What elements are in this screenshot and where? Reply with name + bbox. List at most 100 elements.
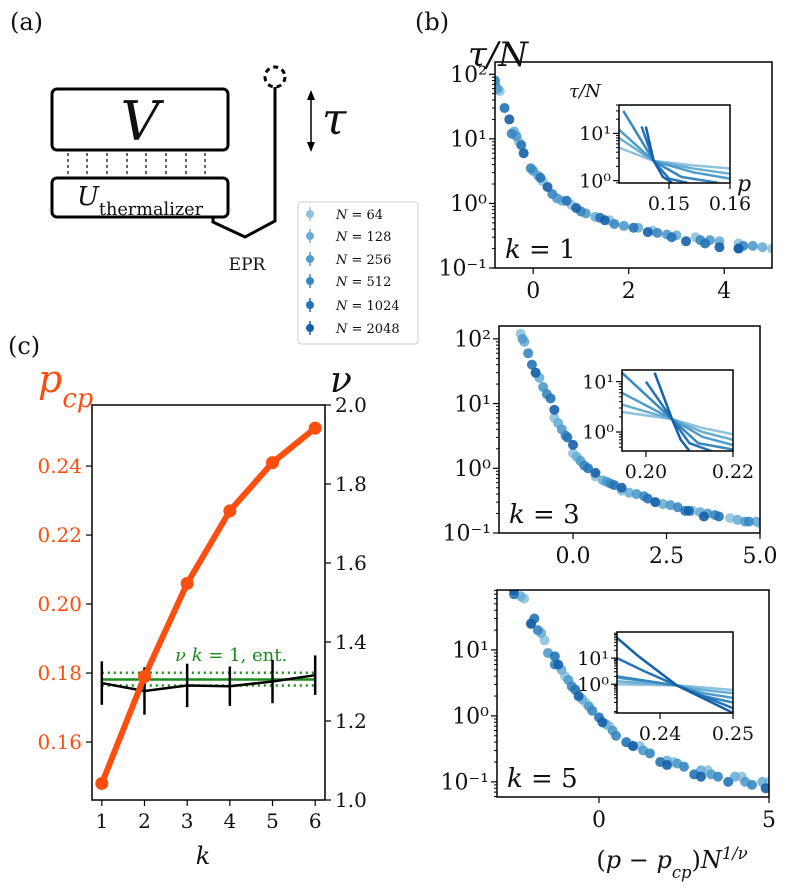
data-point bbox=[609, 219, 620, 230]
data-point bbox=[506, 128, 517, 139]
series-line bbox=[622, 391, 733, 447]
data-point bbox=[553, 659, 564, 670]
data-point bbox=[642, 227, 653, 238]
x-tick-label: 0.24 bbox=[639, 723, 681, 745]
text-part: cp bbox=[62, 384, 93, 414]
legend-item: N = 1024 bbox=[306, 298, 400, 314]
left-y-tick-label: 0.24 bbox=[37, 454, 82, 478]
text-part: cp bbox=[672, 863, 692, 882]
data-point bbox=[767, 243, 772, 254]
data-point bbox=[743, 516, 754, 527]
data-point bbox=[523, 348, 534, 359]
data-point bbox=[624, 487, 635, 498]
legend-marker bbox=[306, 277, 314, 285]
text-part: k bbox=[507, 764, 523, 794]
y-tick-label: 10² bbox=[450, 63, 487, 88]
y-tick-label: 10² bbox=[454, 328, 491, 353]
right-y-tick-label: 1.4 bbox=[335, 630, 367, 654]
right-y-tick-label: 1.2 bbox=[335, 709, 367, 733]
legend-marker bbox=[306, 232, 314, 240]
text-part: − bbox=[621, 846, 656, 874]
x-tick-label: 1 bbox=[95, 809, 108, 833]
y-tick-label: 10¹ bbox=[579, 123, 611, 145]
data-point bbox=[509, 590, 519, 596]
inset-y-axis-label: τ/N bbox=[569, 81, 602, 102]
text-part: N bbox=[335, 322, 348, 337]
data-point bbox=[518, 148, 529, 159]
legend-item: N = 128 bbox=[306, 229, 391, 245]
series-group bbox=[495, 75, 772, 254]
y-tick-label: 10¹ bbox=[582, 371, 614, 393]
data-point bbox=[611, 730, 621, 741]
data-point bbox=[672, 502, 683, 513]
data-point bbox=[561, 195, 572, 206]
reference-label: ν k = 1, ent. bbox=[175, 645, 287, 666]
text-part: k bbox=[509, 500, 525, 530]
legend-label: N = 512 bbox=[335, 275, 391, 290]
left-y-tick-label: 0.18 bbox=[37, 661, 82, 685]
series-line bbox=[644, 380, 712, 451]
left-axis-label: pcp bbox=[38, 357, 93, 414]
x-tick-label: 0 bbox=[592, 808, 606, 833]
data-point bbox=[730, 771, 740, 782]
series-line bbox=[622, 410, 733, 436]
plot-frame bbox=[496, 589, 770, 798]
inset-x-axis-label: p bbox=[737, 172, 751, 197]
text-part: thermalizer bbox=[99, 200, 204, 220]
data-point bbox=[628, 740, 638, 751]
inset-plot: 10¹ 10⁰ 0.20 0.22 bbox=[582, 369, 754, 483]
data-point bbox=[657, 499, 668, 510]
x-tick-label: 2.5 bbox=[649, 544, 684, 569]
data-point bbox=[549, 651, 560, 662]
x-tick-label: 4 bbox=[223, 809, 236, 833]
series-line bbox=[619, 136, 730, 175]
data-point bbox=[571, 202, 582, 213]
legend-label: N = 1024 bbox=[335, 299, 400, 314]
x-tick-label: 0.0 bbox=[556, 544, 591, 569]
k-annotation: k = 3 bbox=[509, 500, 580, 530]
data-point bbox=[597, 717, 608, 728]
data-point bbox=[700, 238, 711, 249]
legend-box bbox=[297, 201, 419, 345]
pcp-point bbox=[137, 669, 151, 683]
pcp-point bbox=[308, 421, 322, 435]
text-part: N bbox=[335, 230, 348, 245]
data-point bbox=[696, 771, 706, 782]
right-y-tick-label: 1.8 bbox=[335, 472, 367, 496]
legend-label: N = 128 bbox=[335, 230, 391, 245]
plot-frame bbox=[91, 404, 326, 801]
legend-marker bbox=[306, 255, 314, 263]
x-axis-label: k bbox=[196, 842, 211, 870]
series-group bbox=[619, 110, 730, 183]
x-tick-label: 5 bbox=[266, 809, 279, 833]
panel-label-a: (a) bbox=[10, 8, 43, 36]
data-point bbox=[618, 220, 629, 231]
text-part: p bbox=[606, 846, 621, 874]
data-point bbox=[747, 779, 757, 790]
data-point bbox=[683, 505, 694, 516]
data-point bbox=[628, 222, 639, 233]
series-line bbox=[622, 110, 719, 183]
x-tick-label: 0 bbox=[526, 279, 540, 304]
k-annotation: k = 1 bbox=[505, 235, 576, 265]
data-point bbox=[642, 493, 653, 504]
text-part: = 5 bbox=[523, 764, 578, 794]
v-box bbox=[50, 87, 230, 152]
data-point bbox=[751, 516, 760, 527]
nu-line bbox=[101, 673, 316, 693]
panel-label-b: (b) bbox=[415, 8, 449, 36]
data-point bbox=[698, 511, 709, 522]
data-point bbox=[582, 463, 593, 474]
data-point bbox=[666, 232, 677, 243]
x-tick-label: 0.15 bbox=[648, 193, 690, 215]
legend-item: N = 256 bbox=[306, 252, 391, 268]
y-tick-label: 10⁰ bbox=[450, 192, 487, 217]
x-tick-label: 2 bbox=[622, 279, 636, 304]
pcp-point bbox=[223, 504, 237, 518]
right-y-tick-label: 1.6 bbox=[335, 551, 367, 575]
data-point bbox=[713, 771, 723, 782]
text-part: = 128 bbox=[347, 230, 391, 245]
right-y-tick-label: 2.0 bbox=[335, 393, 367, 417]
data-point bbox=[495, 83, 503, 94]
